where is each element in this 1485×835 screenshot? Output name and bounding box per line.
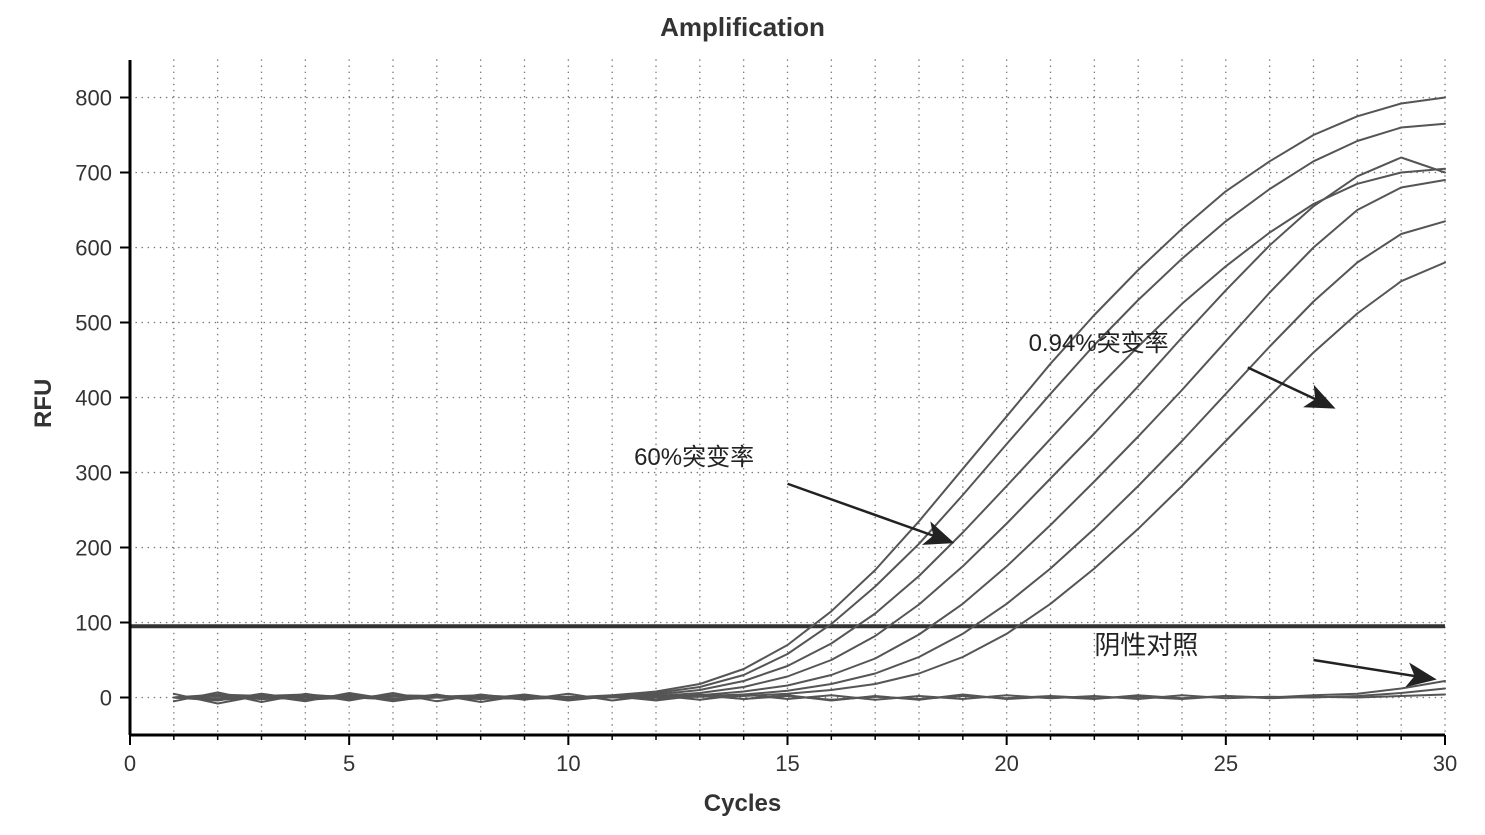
chart-title: Amplification [0,12,1485,43]
y-tick-label: 400 [75,386,112,411]
y-tick-label: 800 [75,86,112,111]
y-tick-label: 300 [75,461,112,486]
x-axis-label: Cycles [0,790,1485,818]
x-tick-label: 15 [775,751,799,776]
y-tick-label: 600 [75,236,112,261]
x-tick-label: 25 [1214,751,1238,776]
x-tick-label: 30 [1433,751,1457,776]
x-tick-label: 5 [343,751,355,776]
y-tick-label: 100 [75,611,112,636]
y-tick-label: 0 [100,686,112,711]
x-tick-label: 0 [124,751,136,776]
y-axis-label: RFU [30,378,58,427]
chart-svg: 051015202530010020030040050060070080060%… [0,0,1485,835]
amplification-chart: Amplification RFU Cycles 051015202530010… [0,0,1485,835]
annotation-anno_60: 60%突变率 [634,444,754,471]
y-tick-label: 700 [75,161,112,186]
annotation-anno_094: 0.94%突变率 [1029,330,1169,357]
y-tick-label: 200 [75,536,112,561]
x-tick-label: 20 [994,751,1018,776]
annotation-anno_neg: 阴性对照 [1094,630,1198,660]
y-tick-label: 500 [75,311,112,336]
x-tick-label: 10 [556,751,580,776]
